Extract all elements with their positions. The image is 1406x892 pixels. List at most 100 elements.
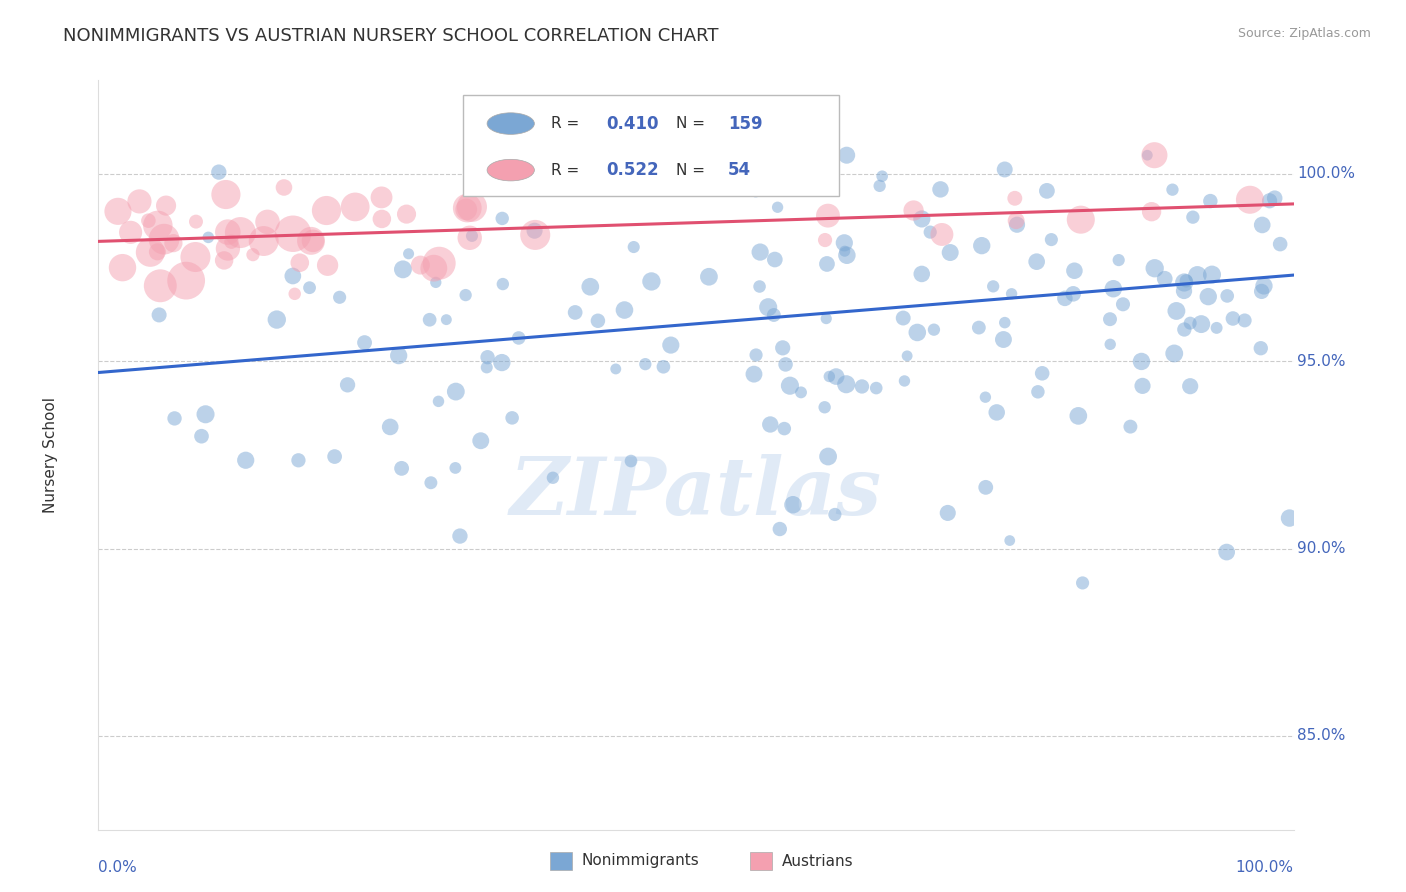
Text: 90.0%: 90.0%: [1298, 541, 1346, 556]
Point: [336, 377, 359, 392]
Point: [541, 471, 564, 485]
Point: [208, 165, 231, 179]
Point: [1099, 337, 1122, 351]
Point: [742, 367, 765, 381]
Point: [929, 182, 952, 196]
Point: [370, 190, 392, 204]
Point: [817, 209, 839, 223]
Point: [1070, 212, 1092, 227]
Point: [1250, 341, 1272, 355]
Point: [623, 240, 645, 254]
Point: [986, 405, 1008, 419]
Text: 0.0%: 0.0%: [98, 860, 138, 874]
Point: [501, 410, 523, 425]
Point: [1062, 286, 1084, 301]
Point: [814, 233, 837, 247]
Point: [893, 374, 915, 388]
Point: [749, 245, 772, 260]
Point: [939, 245, 962, 260]
Point: [107, 204, 129, 219]
Point: [766, 200, 789, 214]
Point: [1181, 210, 1204, 224]
Point: [120, 225, 142, 239]
Point: [380, 420, 402, 434]
Text: R =: R =: [551, 162, 583, 178]
Point: [288, 256, 311, 270]
Point: [454, 288, 477, 302]
Point: [994, 162, 1017, 177]
Point: [981, 279, 1004, 293]
Point: [824, 508, 846, 522]
Point: [388, 349, 411, 363]
Point: [391, 461, 413, 475]
Point: [920, 225, 942, 239]
Point: [905, 326, 928, 340]
Point: [1251, 218, 1274, 232]
Point: [508, 331, 530, 345]
Point: [128, 194, 150, 209]
Point: [423, 261, 446, 276]
Point: [759, 417, 782, 432]
Point: [579, 279, 602, 293]
Point: [835, 248, 858, 262]
Point: [194, 407, 217, 421]
Point: [425, 276, 447, 290]
Point: [896, 349, 918, 363]
Point: [1278, 511, 1301, 525]
Text: 159: 159: [728, 114, 762, 133]
Text: 95.0%: 95.0%: [1298, 354, 1346, 368]
Point: [1005, 213, 1028, 227]
Text: 85.0%: 85.0%: [1298, 729, 1346, 743]
Point: [174, 274, 197, 288]
Point: [1216, 289, 1239, 303]
Point: [155, 198, 177, 212]
Point: [903, 203, 925, 218]
Point: [153, 232, 176, 246]
Point: [1136, 148, 1159, 162]
Point: [756, 300, 779, 314]
Point: [475, 360, 498, 375]
Point: [869, 178, 891, 193]
Point: [1036, 184, 1059, 198]
Point: [1222, 311, 1244, 326]
Point: [1132, 379, 1154, 393]
Point: [461, 228, 484, 243]
Point: [1180, 379, 1202, 393]
Point: [392, 262, 415, 277]
Point: [1119, 419, 1142, 434]
Point: [253, 234, 276, 248]
Point: [316, 258, 339, 272]
Point: [273, 180, 295, 194]
Bar: [550, 852, 572, 870]
Point: [315, 203, 337, 218]
Point: [456, 201, 478, 215]
Point: [815, 311, 838, 326]
Point: [492, 277, 515, 291]
Point: [1233, 313, 1256, 327]
Point: [395, 207, 418, 221]
Point: [281, 227, 304, 241]
Point: [1053, 292, 1076, 306]
Point: [1239, 193, 1261, 207]
Point: [1026, 384, 1049, 399]
Point: [523, 224, 546, 238]
Point: [911, 211, 934, 226]
Text: 100.0%: 100.0%: [1298, 167, 1355, 181]
Point: [1175, 274, 1198, 288]
Text: Nursery School: Nursery School: [44, 397, 58, 513]
Point: [1098, 312, 1121, 326]
Point: [353, 335, 375, 350]
Point: [1187, 268, 1209, 283]
Point: [814, 401, 837, 415]
Point: [1025, 254, 1047, 268]
Point: [652, 359, 675, 374]
Point: [409, 258, 432, 272]
Point: [256, 215, 278, 229]
Text: NONIMMIGRANTS VS AUSTRIAN NURSERY SCHOOL CORRELATION CHART: NONIMMIGRANTS VS AUSTRIAN NURSERY SCHOOL…: [63, 27, 718, 45]
Text: 54: 54: [728, 161, 751, 179]
Point: [1130, 354, 1153, 368]
Point: [835, 377, 858, 392]
Point: [1108, 253, 1130, 268]
Point: [659, 338, 682, 352]
Point: [1197, 290, 1219, 304]
